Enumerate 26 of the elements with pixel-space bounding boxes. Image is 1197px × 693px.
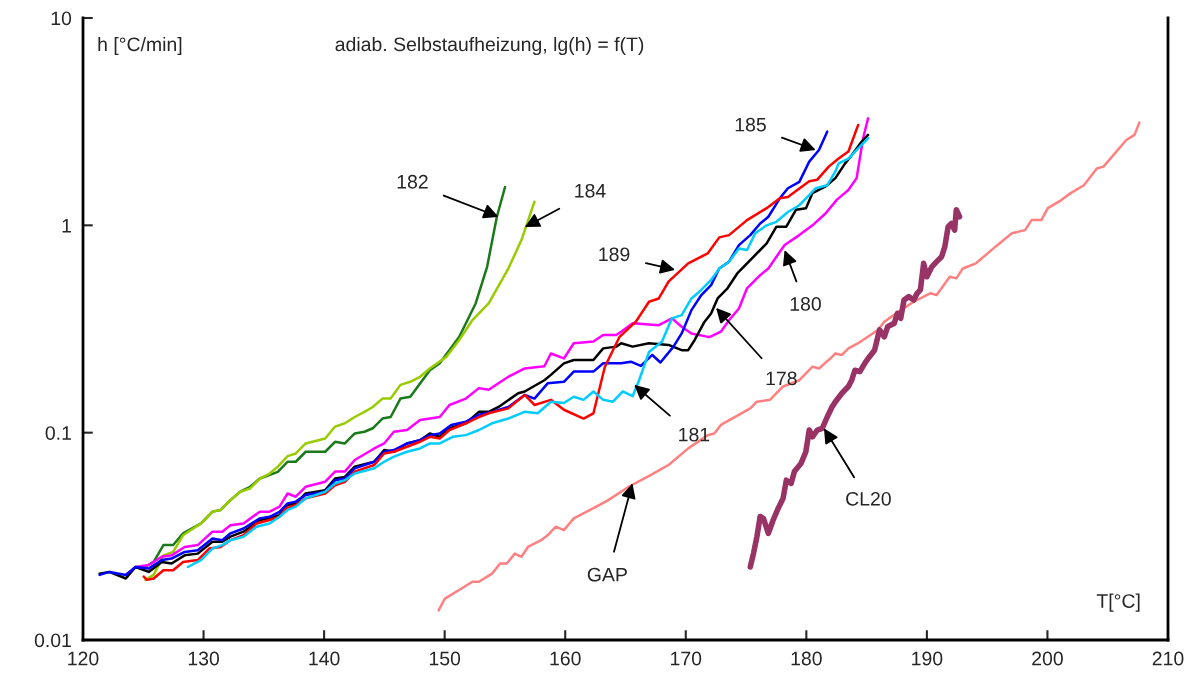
x-tick-label: 210 (1152, 651, 1184, 666)
x-axis-title: T[°C] (1096, 593, 1140, 612)
x-tick-label: 190 (912, 651, 943, 666)
annotation: 189 (599, 247, 630, 262)
y-tick-label: 0.1 (45, 426, 71, 440)
x-tick-label: 150 (429, 651, 461, 666)
annotation: 184 (575, 183, 606, 198)
y-axis-title: h [°C/min] (98, 36, 182, 56)
annotation: 178 (766, 371, 797, 386)
x-tick-label: 160 (550, 651, 581, 666)
annotation: GAP (587, 567, 627, 582)
annotation: 180 (790, 297, 821, 311)
y-tick-label: 1 (62, 219, 71, 233)
annotation: 182 (397, 174, 428, 189)
x-tick-label: 140 (309, 651, 340, 666)
x-tick-label: 130 (188, 651, 220, 666)
annotation: 181 (679, 427, 710, 442)
x-tick-label: 200 (1032, 651, 1063, 666)
y-tick-label: 10 (51, 11, 72, 26)
x-tick-label: 170 (671, 651, 702, 666)
annotation: CL20 (846, 491, 891, 506)
x-tick-label: 120 (68, 651, 99, 666)
x-tick-label: 180 (791, 651, 822, 666)
annotation: 185 (735, 117, 766, 132)
text: adiab. Selbstaufheizung, lg(h) = f(T) (335, 36, 644, 56)
y-tick-label: 0.01 (34, 633, 71, 648)
